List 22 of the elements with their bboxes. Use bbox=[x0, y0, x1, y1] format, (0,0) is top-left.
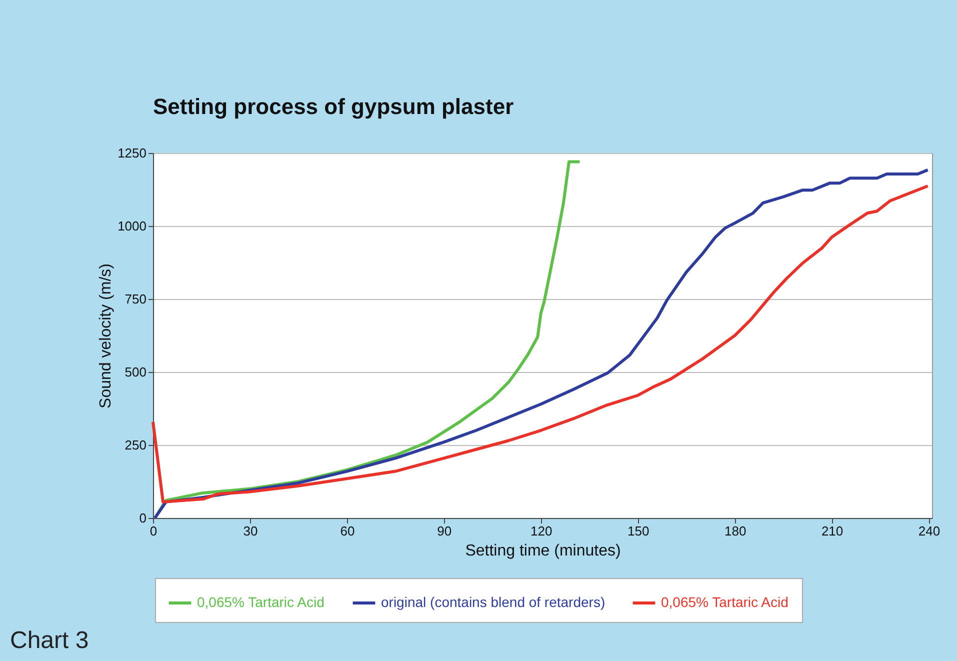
x-axis-title: Setting time (minutes) bbox=[465, 542, 621, 560]
caption: Chart 3 bbox=[10, 627, 89, 655]
chart-title: Setting process of gypsum plaster bbox=[153, 94, 514, 119]
legend-label: original (contains blend of retarders) bbox=[381, 594, 606, 610]
y-tick-label: 1250 bbox=[118, 146, 146, 160]
legend-label: 0,065% Tartaric Acid bbox=[197, 594, 324, 610]
x-tick-label: 240 bbox=[918, 524, 940, 538]
x-tick-label: 30 bbox=[243, 524, 258, 538]
y-tick-label: 250 bbox=[124, 438, 146, 452]
y-axis-title: Sound velocity (m/s) bbox=[98, 264, 115, 408]
y-tick-label: 750 bbox=[124, 292, 146, 306]
y-tick-label: 1000 bbox=[118, 218, 146, 234]
x-tick-label: 120 bbox=[530, 524, 552, 538]
y-tick-label: 0 bbox=[139, 510, 146, 526]
x-tick-label: 210 bbox=[821, 524, 844, 538]
x-tick-label: 150 bbox=[628, 524, 650, 538]
y-tick-label: 500 bbox=[124, 364, 146, 380]
x-tick-label: 0 bbox=[150, 524, 158, 538]
x-tick-label: 180 bbox=[724, 524, 746, 538]
x-tick-label: 90 bbox=[437, 524, 452, 538]
legend-label: 0,065% Tartaric Acid bbox=[661, 594, 788, 610]
x-tick-label: 60 bbox=[340, 524, 355, 538]
